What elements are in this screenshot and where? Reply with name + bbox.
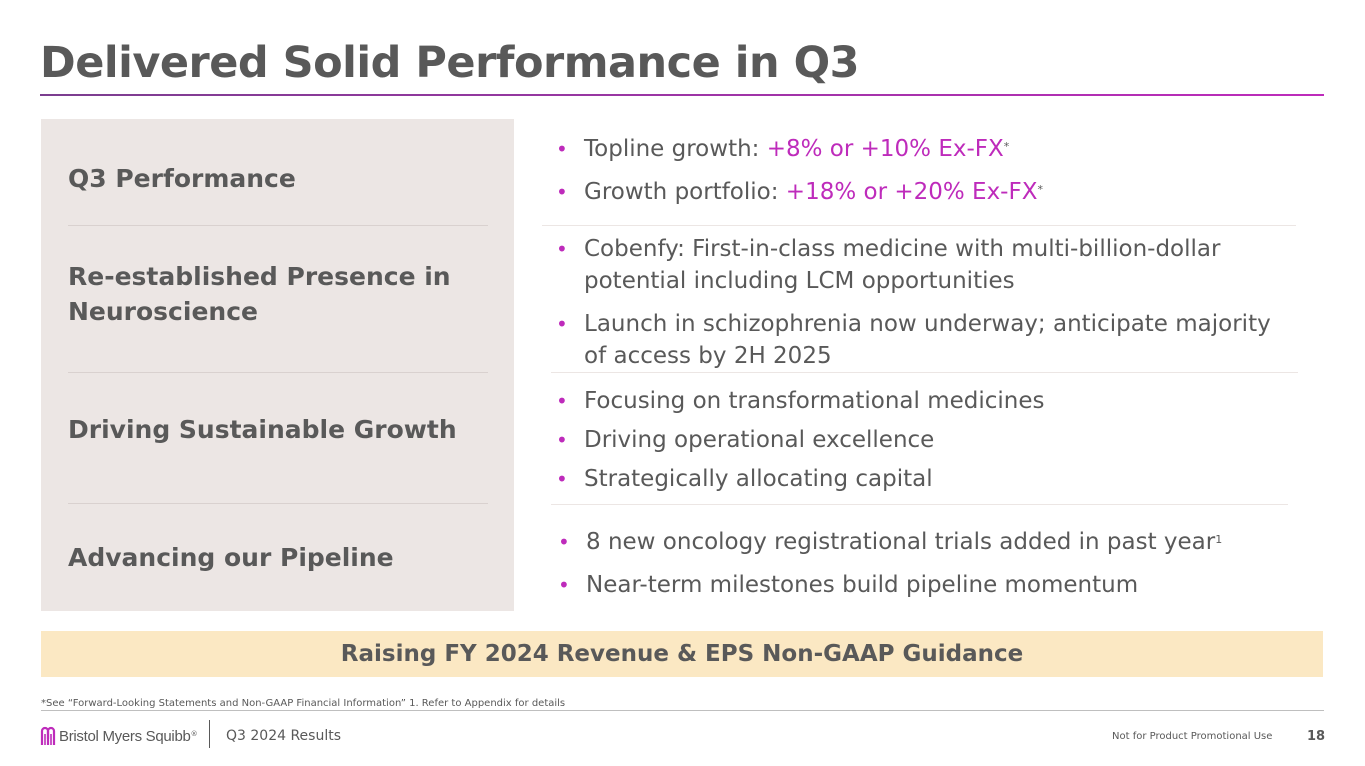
growth-value: +18% or +20% Ex-FX [785,179,1038,205]
bullet-icon: • [556,467,568,491]
bullet-prefix: Topline growth: [584,136,767,162]
left-divider [68,503,488,504]
row-label-line: Neuroscience [68,297,258,326]
bullet-icon: • [556,180,568,204]
guidance-banner: Raising FY 2024 Revenue & EPS Non-GAAP G… [41,631,1323,677]
row-label-q3-performance: Q3 Performance [68,164,296,193]
page-number: 18 [1307,729,1326,744]
footer-divider [41,710,1324,711]
footnote-marker: 1 [1215,533,1223,546]
footnote-marker: * [1003,140,1010,153]
footer-separator [209,720,210,748]
bullet-icon: • [556,137,568,161]
brand-mark: ® [190,730,198,738]
left-panel [41,119,514,611]
bullet-icon: • [556,237,568,261]
bms-logo: Bristol Myers Squibb ® [40,724,198,748]
bullet-line: Cobenfy: First-in-class medicine with mu… [584,236,1221,262]
bullet-text: Focusing on transformational medicines [584,388,1045,414]
right-divider [542,225,1296,226]
bullet-icon: • [556,312,568,336]
bullet-icon: • [556,428,568,452]
row-label-sustainable-growth: Driving Sustainable Growth [68,415,457,444]
footer-promo-notice: Not for Product Promotional Use [1112,731,1273,742]
bullet-icon: • [558,573,570,597]
left-divider [68,372,488,373]
row-label-pipeline: Advancing our Pipeline [68,543,394,572]
page-title: Delivered Solid Performance in Q3 [40,38,860,88]
row-label-neuroscience: Re-established Presence in Neuroscience [68,259,488,329]
bms-logo-icon [40,726,56,745]
left-divider [68,225,488,226]
bullet-line: Launch in schizophrenia now underway; an… [584,311,1271,337]
bullet-prefix: Growth portfolio: [584,179,786,205]
brand-name: Bristol Myers Squibb [59,727,191,745]
right-divider [551,504,1288,505]
right-divider [551,372,1298,373]
footnote-marker: * [1037,183,1043,196]
bullet-line: potential including LCM opportunities [584,268,1015,294]
bullet-icon: • [558,530,570,554]
footer-results-label: Q3 2024 Results [226,728,342,744]
topline-value: +8% or +10% Ex-FX [766,136,1004,162]
bullet-icon: • [556,389,568,413]
row-label-line: Re-established Presence in [68,262,451,291]
bullet-text: Near-term milestones build pipeline mome… [586,572,1139,598]
bullet-text: 8 new oncology registrational trials add… [586,529,1216,555]
bullet-text: Driving operational excellence [584,427,935,453]
footnote: *See “Forward-Looking Statements and Non… [41,698,566,709]
bullet-line: of access by 2H 2025 [584,343,832,369]
title-divider [40,94,1324,96]
bullet-text: Strategically allocating capital [584,466,933,492]
